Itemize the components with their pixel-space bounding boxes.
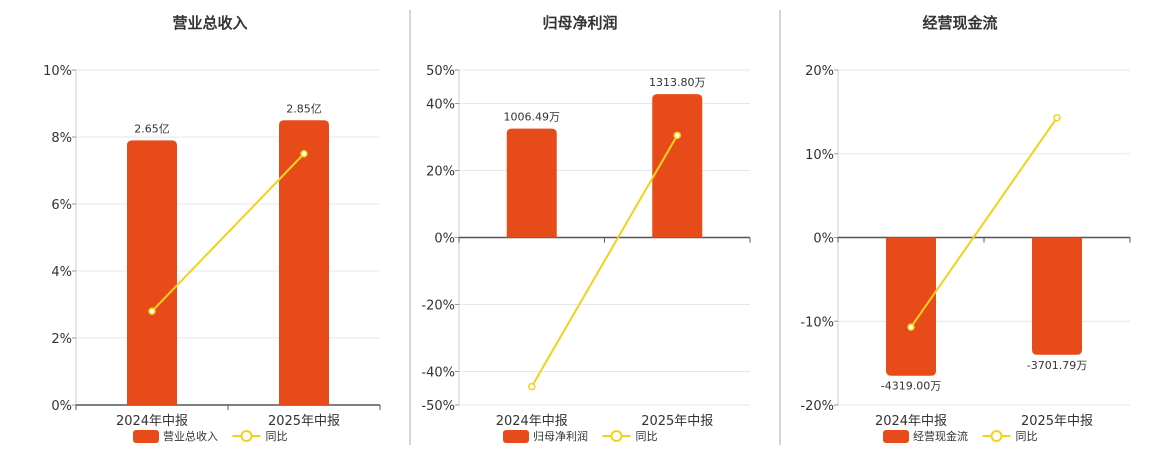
chart-title: 营业总收入 [172,14,247,32]
bar [127,140,177,405]
bar [652,94,703,238]
y-tick-label: 40% [426,98,455,113]
legend-bar-label: 归母净利润 [533,429,588,443]
bar [279,120,329,405]
legend-line-marker [990,430,1003,442]
y-tick-label: -10% [800,315,834,330]
chart-title: 归母净利润 [542,14,617,32]
legend-line-label: 同比 [636,430,658,443]
yoy-line [151,153,305,312]
yoy-line [910,117,1058,328]
legend-line-label: 同比 [266,430,288,443]
y-tick-label: -20% [421,299,455,314]
y-tick-label: 0% [51,399,72,414]
yoy-point [907,323,915,331]
x-tick-label: 2025年中报 [268,414,340,429]
x-tick-label: 2025年中报 [1021,414,1093,429]
x-tick-label: 2024年中报 [875,414,947,429]
legend-bar-swatch [503,430,529,443]
bar-data-label: 1006.49万 [504,111,561,124]
bar-data-label: -3701.79万 [1027,359,1087,372]
bar-data-label: 2.65亿 [134,122,170,135]
y-tick-label: 20% [426,165,455,180]
y-tick-label: 0% [434,232,455,247]
x-tick-label: 2024年中报 [496,414,568,429]
x-tick-label: 2025年中报 [641,414,713,429]
y-tick-label: -20% [800,399,834,414]
y-tick-label: -50% [421,399,455,414]
legend-bar-swatch [133,430,159,443]
legend-bar-label: 经营现金流 [913,429,968,443]
legend-line-label: 同比 [1016,430,1038,443]
legend-bar-label: 营业总收入 [163,429,218,443]
y-tick-label: 8% [51,131,72,146]
y-tick-label: 50% [426,64,455,79]
bar-data-label: -4319.00万 [881,380,941,393]
y-tick-label: 6% [51,198,72,213]
y-tick-label: 10% [43,64,72,79]
yoy-point [148,307,156,315]
yoy-line [530,134,679,388]
chart-panel-1: 营业总收入 0% 2% 4% 6% 8% 10% 2.65亿 2.85亿 2024年中报 2025年… [43,14,381,443]
chart-panel-3: 经营现金流 -20% -10% 0% 10% 20% -4319.00万 -3701.79万 2… [800,14,1131,443]
chart-panel-2: 归母净利润 -50% -40% -20% 0% 20% 40% 50% 1006.49万 1313… [421,14,751,443]
bar-data-label: 1313.80万 [649,76,706,89]
y-tick-label: 20% [805,64,834,79]
y-tick-label: 10% [805,148,834,163]
yoy-point [300,150,308,158]
x-tick-label: 2024年中报 [116,414,188,429]
chart-title: 经营现金流 [922,14,997,32]
y-tick-label: 2% [51,332,72,347]
bar [886,237,936,376]
legend-line-marker [610,430,623,442]
legend-bar-swatch [883,430,909,443]
y-tick-label: -40% [421,366,455,381]
y-tick-label: 4% [51,265,72,280]
yoy-point [673,131,681,140]
y-tick-label: 0% [813,232,834,247]
legend-line-marker [240,430,253,442]
bar [1032,237,1082,355]
yoy-point [1053,113,1061,122]
yoy-point [528,382,536,391]
bar-data-label: 2.85亿 [286,102,322,115]
bar [506,128,557,238]
